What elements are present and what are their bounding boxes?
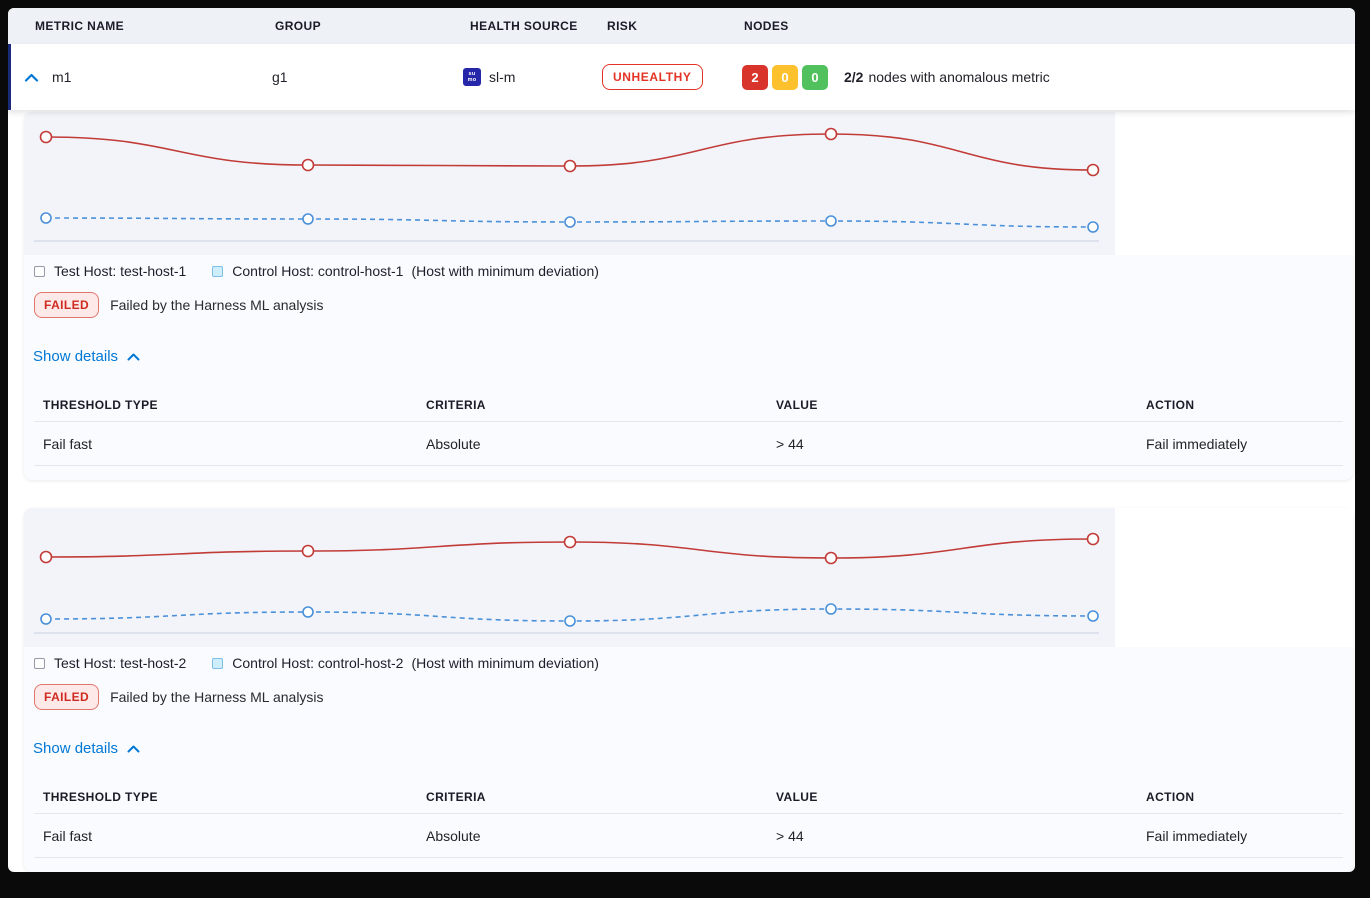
threshold-details-table: THRESHOLD TYPE CRITERIA VALUE ACTION Fai… — [34, 781, 1343, 858]
chart-side-panel — [1115, 508, 1353, 647]
verify-metrics-panel: METRIC NAME GROUP HEALTH SOURCE RISK NOD… — [8, 8, 1355, 872]
chevron-up-icon — [24, 73, 39, 82]
criteria-value: Absolute — [426, 827, 481, 844]
threshold-table-header: THRESHOLD TYPE CRITERIA VALUE ACTION — [34, 389, 1343, 422]
column-header-group: GROUP — [275, 19, 322, 33]
column-header-metric-name: METRIC NAME — [35, 19, 125, 33]
minimum-deviation-note: (Host with minimum deviation) — [411, 263, 599, 279]
threshold-table-header: THRESHOLD TYPE CRITERIA VALUE ACTION — [34, 781, 1343, 814]
node-count-badge-red: 2 — [742, 64, 768, 90]
nodes-summary-text: 2/2 nodes with anomalous metric — [844, 69, 1050, 85]
test-host-legend-label: Test Host: test-host-2 — [54, 655, 187, 671]
action-value: Fail immediately — [1146, 827, 1248, 844]
node-count-badge-green: 0 — [802, 64, 828, 90]
metric-timeseries-chart[interactable] — [24, 112, 1115, 255]
chart-side-panel — [1115, 112, 1353, 255]
test-host-legend-label: Test Host: test-host-1 — [54, 263, 187, 279]
col-value: VALUE — [776, 398, 818, 412]
col-value: VALUE — [776, 790, 818, 804]
value-value: > 44 — [776, 435, 804, 452]
col-action: ACTION — [1146, 398, 1195, 412]
chevron-up-icon — [127, 353, 140, 360]
threshold-type-value: Fail fast — [43, 827, 93, 844]
node-count-badge-amber: 0 — [772, 64, 798, 90]
action-value: Fail immediately — [1146, 435, 1248, 452]
table-row: Fail fast Absolute > 44 Fail immediately — [34, 814, 1343, 858]
verdict-message: Failed by the Harness ML analysis — [110, 297, 324, 313]
verdict-message: Failed by the Harness ML analysis — [110, 689, 324, 705]
column-header-health-source: HEALTH SOURCE — [470, 19, 578, 33]
control-host-legend-swatch[interactable] — [212, 657, 224, 669]
col-threshold-type: THRESHOLD TYPE — [43, 398, 158, 412]
test-host-legend-swatch[interactable] — [34, 265, 45, 277]
failed-status-badge: FAILED — [34, 684, 100, 710]
column-header-risk: RISK — [607, 19, 638, 33]
metric-name: m1 — [52, 69, 72, 85]
metric-timeseries-chart[interactable] — [24, 508, 1115, 647]
control-host-legend-swatch[interactable] — [212, 265, 224, 277]
control-host-legend-label: Control Host: control-host-1 — [232, 263, 404, 279]
host-analysis-card: Test Host: test-host-2 Control Host: con… — [24, 508, 1353, 872]
table-row: Fail fast Absolute > 44 Fail immediately — [34, 422, 1343, 466]
column-header-nodes: NODES — [744, 19, 789, 33]
sumo-logic-icon: su mo — [463, 68, 481, 86]
col-threshold-type: THRESHOLD TYPE — [43, 790, 158, 804]
col-criteria: CRITERIA — [426, 790, 486, 804]
analysis-verdict: FAILED Failed by the Harness ML analysis — [34, 684, 1353, 710]
criteria-value: Absolute — [426, 435, 481, 452]
analysis-verdict: FAILED Failed by the Harness ML analysis — [34, 292, 1353, 318]
control-host-legend-label: Control Host: control-host-2 — [232, 655, 404, 671]
metric-row[interactable]: m1 g1 su mo sl-m UNHEALTHY 2 0 0 2/2 node… — [8, 44, 1355, 110]
failed-status-badge: FAILED — [34, 292, 100, 318]
threshold-type-value: Fail fast — [43, 435, 93, 452]
test-host-legend-swatch[interactable] — [34, 657, 45, 669]
chevron-up-icon — [127, 745, 140, 752]
line-chart[interactable] — [24, 508, 1115, 647]
threshold-details-table: THRESHOLD TYPE CRITERIA VALUE ACTION Fai… — [34, 389, 1343, 466]
selected-row-indicator — [8, 44, 11, 110]
line-chart[interactable] — [24, 112, 1115, 255]
metric-group: g1 — [272, 69, 288, 85]
show-details-toggle[interactable]: Show details — [33, 740, 140, 757]
host-analysis-card: Test Host: test-host-1 Control Host: con… — [24, 112, 1353, 480]
show-details-toggle[interactable]: Show details — [33, 348, 140, 365]
minimum-deviation-note: (Host with minimum deviation) — [411, 655, 599, 671]
health-source-name: sl-m — [489, 69, 516, 85]
chart-legend: Test Host: test-host-2 Control Host: con… — [24, 647, 1353, 671]
table-column-header-bar: METRIC NAME GROUP HEALTH SOURCE RISK NOD… — [8, 8, 1355, 44]
chart-legend: Test Host: test-host-1 Control Host: con… — [24, 255, 1353, 279]
collapse-row-button[interactable] — [24, 73, 39, 82]
value-value: > 44 — [776, 827, 804, 844]
col-action: ACTION — [1146, 790, 1195, 804]
col-criteria: CRITERIA — [426, 398, 486, 412]
risk-status-badge: UNHEALTHY — [602, 64, 703, 90]
